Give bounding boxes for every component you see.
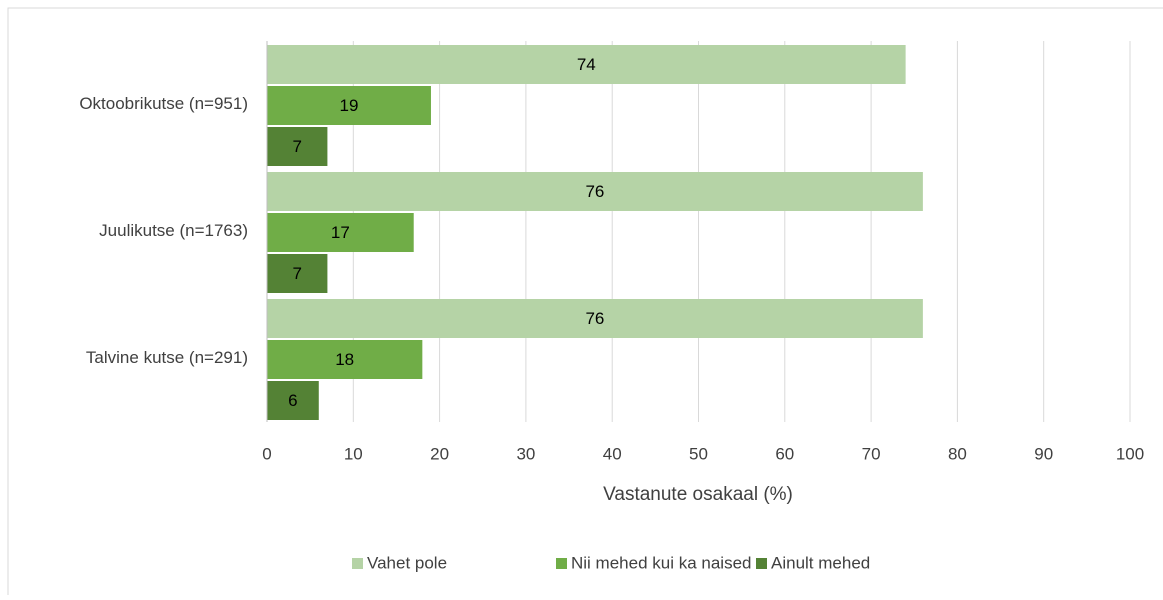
bar <box>267 86 431 125</box>
data-label: 76 <box>585 182 604 201</box>
legend-swatch <box>756 558 767 569</box>
bar <box>267 340 423 379</box>
chart-frame <box>7 7 1163 600</box>
legend-swatch <box>556 558 567 569</box>
bar <box>267 172 923 211</box>
legend-label: Nii mehed kui ka naised <box>571 553 751 572</box>
data-label: 76 <box>585 309 604 328</box>
x-tick-label: 40 <box>603 444 622 463</box>
x-tick-label: 20 <box>430 444 449 463</box>
x-tick-label: 90 <box>1034 444 1053 463</box>
x-tick-label: 30 <box>516 444 535 463</box>
bar <box>267 299 923 338</box>
data-label: 6 <box>288 391 297 410</box>
y-tick-label: Oktoobrikutse (n=951) <box>79 94 248 113</box>
legend-label: Ainult mehed <box>771 553 870 572</box>
data-label: 17 <box>331 223 350 242</box>
x-tick-label: 80 <box>948 444 967 463</box>
x-tick-label: 60 <box>775 444 794 463</box>
bar <box>267 254 328 293</box>
legend-label: Vahet pole <box>367 553 447 572</box>
data-label: 18 <box>335 350 354 369</box>
bar <box>267 127 328 166</box>
bar <box>267 45 906 84</box>
data-label: 7 <box>292 264 301 283</box>
x-axis-title: Vastanute osakaal (%) <box>603 484 793 505</box>
data-label: 19 <box>340 96 359 115</box>
bar <box>267 213 414 252</box>
legend-swatch <box>352 558 363 569</box>
x-tick-label: 100 <box>1116 444 1144 463</box>
data-label: 74 <box>577 55 596 74</box>
y-tick-label: Talvine kutse (n=291) <box>86 348 248 367</box>
x-tick-label: 50 <box>689 444 708 463</box>
x-tick-label: 70 <box>862 444 881 463</box>
x-tick-label: 0 <box>262 444 271 463</box>
bar <box>267 381 319 420</box>
x-tick-label: 10 <box>344 444 363 463</box>
data-label: 7 <box>292 137 301 156</box>
y-tick-label: Juulikutse (n=1763) <box>99 221 248 240</box>
